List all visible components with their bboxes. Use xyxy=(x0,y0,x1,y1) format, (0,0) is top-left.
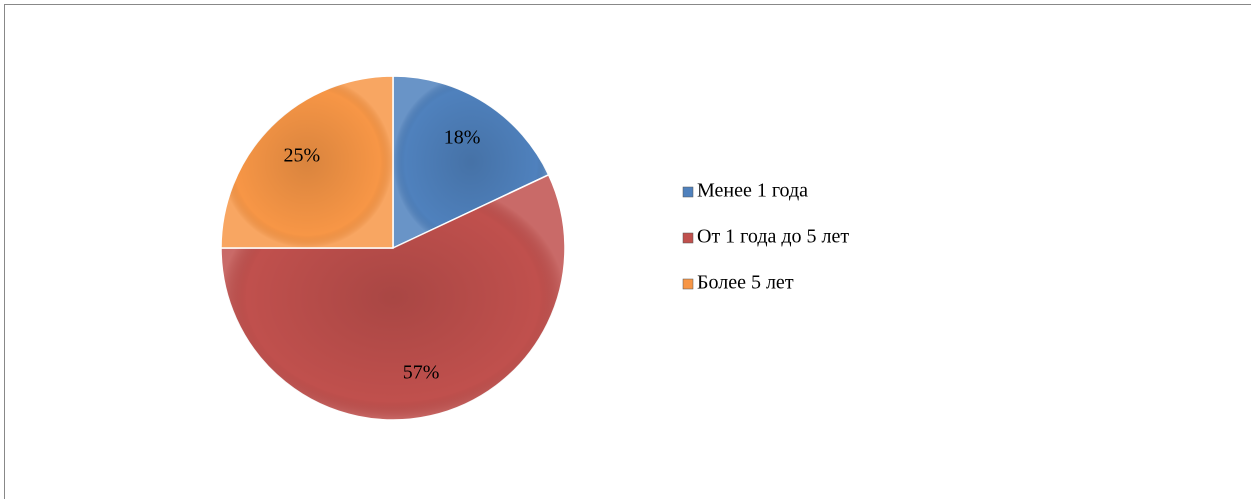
legend-label: Более 5 лет xyxy=(697,272,794,294)
legend-label: Менее 1 года xyxy=(697,180,808,202)
chart-frame xyxy=(5,5,1251,500)
legend-swatch xyxy=(683,233,693,243)
data-label: 25% xyxy=(283,144,320,166)
legend-swatch xyxy=(683,187,693,197)
data-label: 18% xyxy=(444,127,481,149)
legend-swatch xyxy=(683,279,693,289)
data-label: 57% xyxy=(403,361,440,383)
legend-label: От 1 года до 5 лет xyxy=(697,226,849,248)
